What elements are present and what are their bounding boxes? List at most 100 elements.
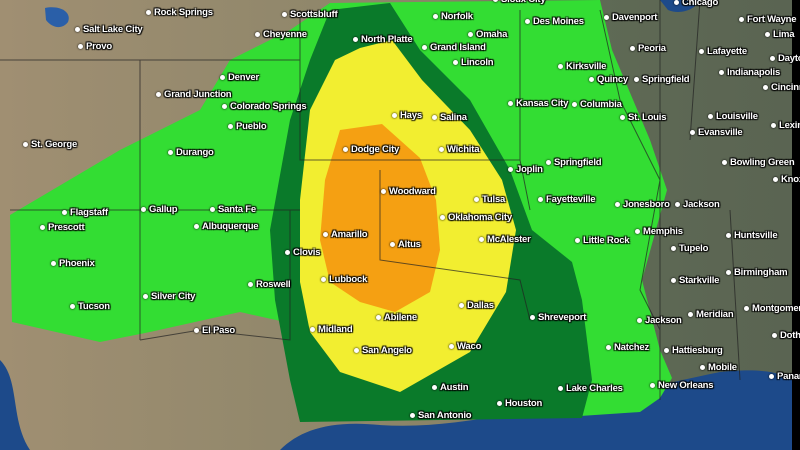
city-dot-icon [459, 303, 464, 308]
city-dot-icon [664, 348, 669, 353]
city-marker: Huntsville [726, 230, 778, 241]
city-marker: Colorado Springs [222, 101, 307, 112]
city-dot-icon [688, 312, 693, 317]
city-label: Fayetteville [546, 194, 596, 205]
city-label: Salina [440, 112, 467, 123]
city-label: Houston [505, 398, 543, 409]
city-label: Woodward [389, 186, 436, 197]
city-label: Hays [400, 110, 422, 121]
city-dot-icon [220, 75, 225, 80]
city-marker: Midland [310, 324, 353, 335]
state-borders [0, 0, 741, 400]
city-marker: Fayetteville [538, 194, 596, 205]
city-marker: Sioux City [493, 0, 546, 5]
city-label: Birmingham [734, 267, 788, 278]
city-marker: Pueblo [228, 121, 267, 132]
city-marker: Montgomery [744, 303, 800, 314]
city-label: Gallup [149, 204, 178, 215]
city-marker: San Antonio [410, 410, 472, 421]
city-label: Lincoln [461, 57, 494, 68]
city-label: Columbia [580, 99, 622, 110]
city-label: Lubbock [329, 274, 368, 285]
city-dot-icon [468, 32, 473, 37]
city-label: St. Louis [628, 112, 667, 123]
city-marker: Jonesboro [615, 199, 670, 210]
city-marker: Quincy [589, 74, 628, 85]
city-label: Memphis [643, 226, 683, 237]
city-dot-icon [546, 160, 551, 165]
city-label: Lafayette [707, 46, 747, 57]
city-marker: Peoria [630, 43, 666, 54]
city-label: Dayton [778, 53, 800, 64]
city-dot-icon [650, 383, 655, 388]
city-marker: Roswell [248, 279, 291, 290]
city-marker: Bowling Green [722, 157, 795, 168]
city-dot-icon [343, 147, 348, 152]
city-dot-icon [493, 0, 498, 2]
city-label: Tucson [78, 301, 110, 312]
city-label: San Angelo [362, 345, 412, 356]
city-marker: Denver [220, 72, 259, 83]
city-dot-icon [439, 147, 444, 152]
city-marker: Natchez [606, 342, 649, 353]
city-marker: Scottsbluff [282, 9, 338, 20]
city-label: Provo [86, 41, 112, 52]
city-dot-icon [708, 114, 713, 119]
city-marker: San Angelo [354, 345, 412, 356]
city-label: Hattiesburg [672, 345, 723, 356]
city-marker: Tucson [70, 301, 110, 312]
city-label: Lexington [779, 120, 800, 131]
city-dot-icon [770, 56, 775, 61]
city-dot-icon [376, 315, 381, 320]
city-dot-icon [634, 77, 639, 82]
city-marker: Kansas City [508, 98, 568, 109]
city-dot-icon [474, 197, 479, 202]
city-label: Clovis [293, 247, 321, 258]
city-label: Huntsville [734, 230, 778, 241]
city-label: Lake Charles [566, 383, 623, 394]
city-marker: Tupelo [671, 243, 708, 254]
city-dot-icon [674, 0, 679, 5]
city-marker: Grand Junction [156, 89, 232, 100]
city-label: Durango [176, 147, 214, 158]
city-label: Dothan [780, 330, 800, 341]
city-label: Meridian [696, 309, 734, 320]
city-marker: Hays [392, 110, 422, 121]
city-label: Kansas City [516, 98, 569, 109]
city-marker: Lubbock [321, 274, 367, 285]
city-dot-icon [538, 197, 543, 202]
city-label: Bowling Green [730, 157, 795, 168]
city-label: Joplin [516, 164, 543, 175]
city-marker: Salt Lake City [75, 24, 143, 35]
city-label: Salt Lake City [83, 24, 143, 35]
city-marker: Lexington [771, 120, 800, 131]
city-dot-icon [699, 49, 704, 54]
city-marker: Knoxville [773, 174, 800, 185]
city-dot-icon [675, 202, 680, 207]
city-dot-icon [763, 85, 768, 90]
city-dot-icon [722, 160, 727, 165]
city-marker: Kirksville [558, 61, 606, 72]
city-label: Roswell [256, 279, 291, 290]
city-dot-icon [453, 60, 458, 65]
city-label: St. George [31, 139, 78, 150]
city-dot-icon [615, 202, 620, 207]
city-marker: Fort Wayne [739, 14, 797, 25]
city-dot-icon [558, 64, 563, 69]
city-marker: Panama City [769, 371, 800, 382]
city-label: Springfield [554, 157, 602, 168]
city-dot-icon [630, 46, 635, 51]
city-label: San Antonio [418, 410, 472, 421]
city-label: McAlester [487, 234, 531, 245]
city-label: Louisville [716, 111, 758, 122]
city-label: Peoria [638, 43, 666, 54]
city-marker: El Paso [194, 325, 235, 336]
city-marker: Dallas [459, 300, 494, 311]
city-label: Des Moines [533, 16, 584, 27]
city-label: Springfield [642, 74, 690, 85]
city-label: Colorado Springs [230, 101, 307, 112]
city-label: Lima [773, 29, 795, 40]
city-dot-icon [146, 10, 151, 15]
city-dot-icon [508, 101, 513, 106]
